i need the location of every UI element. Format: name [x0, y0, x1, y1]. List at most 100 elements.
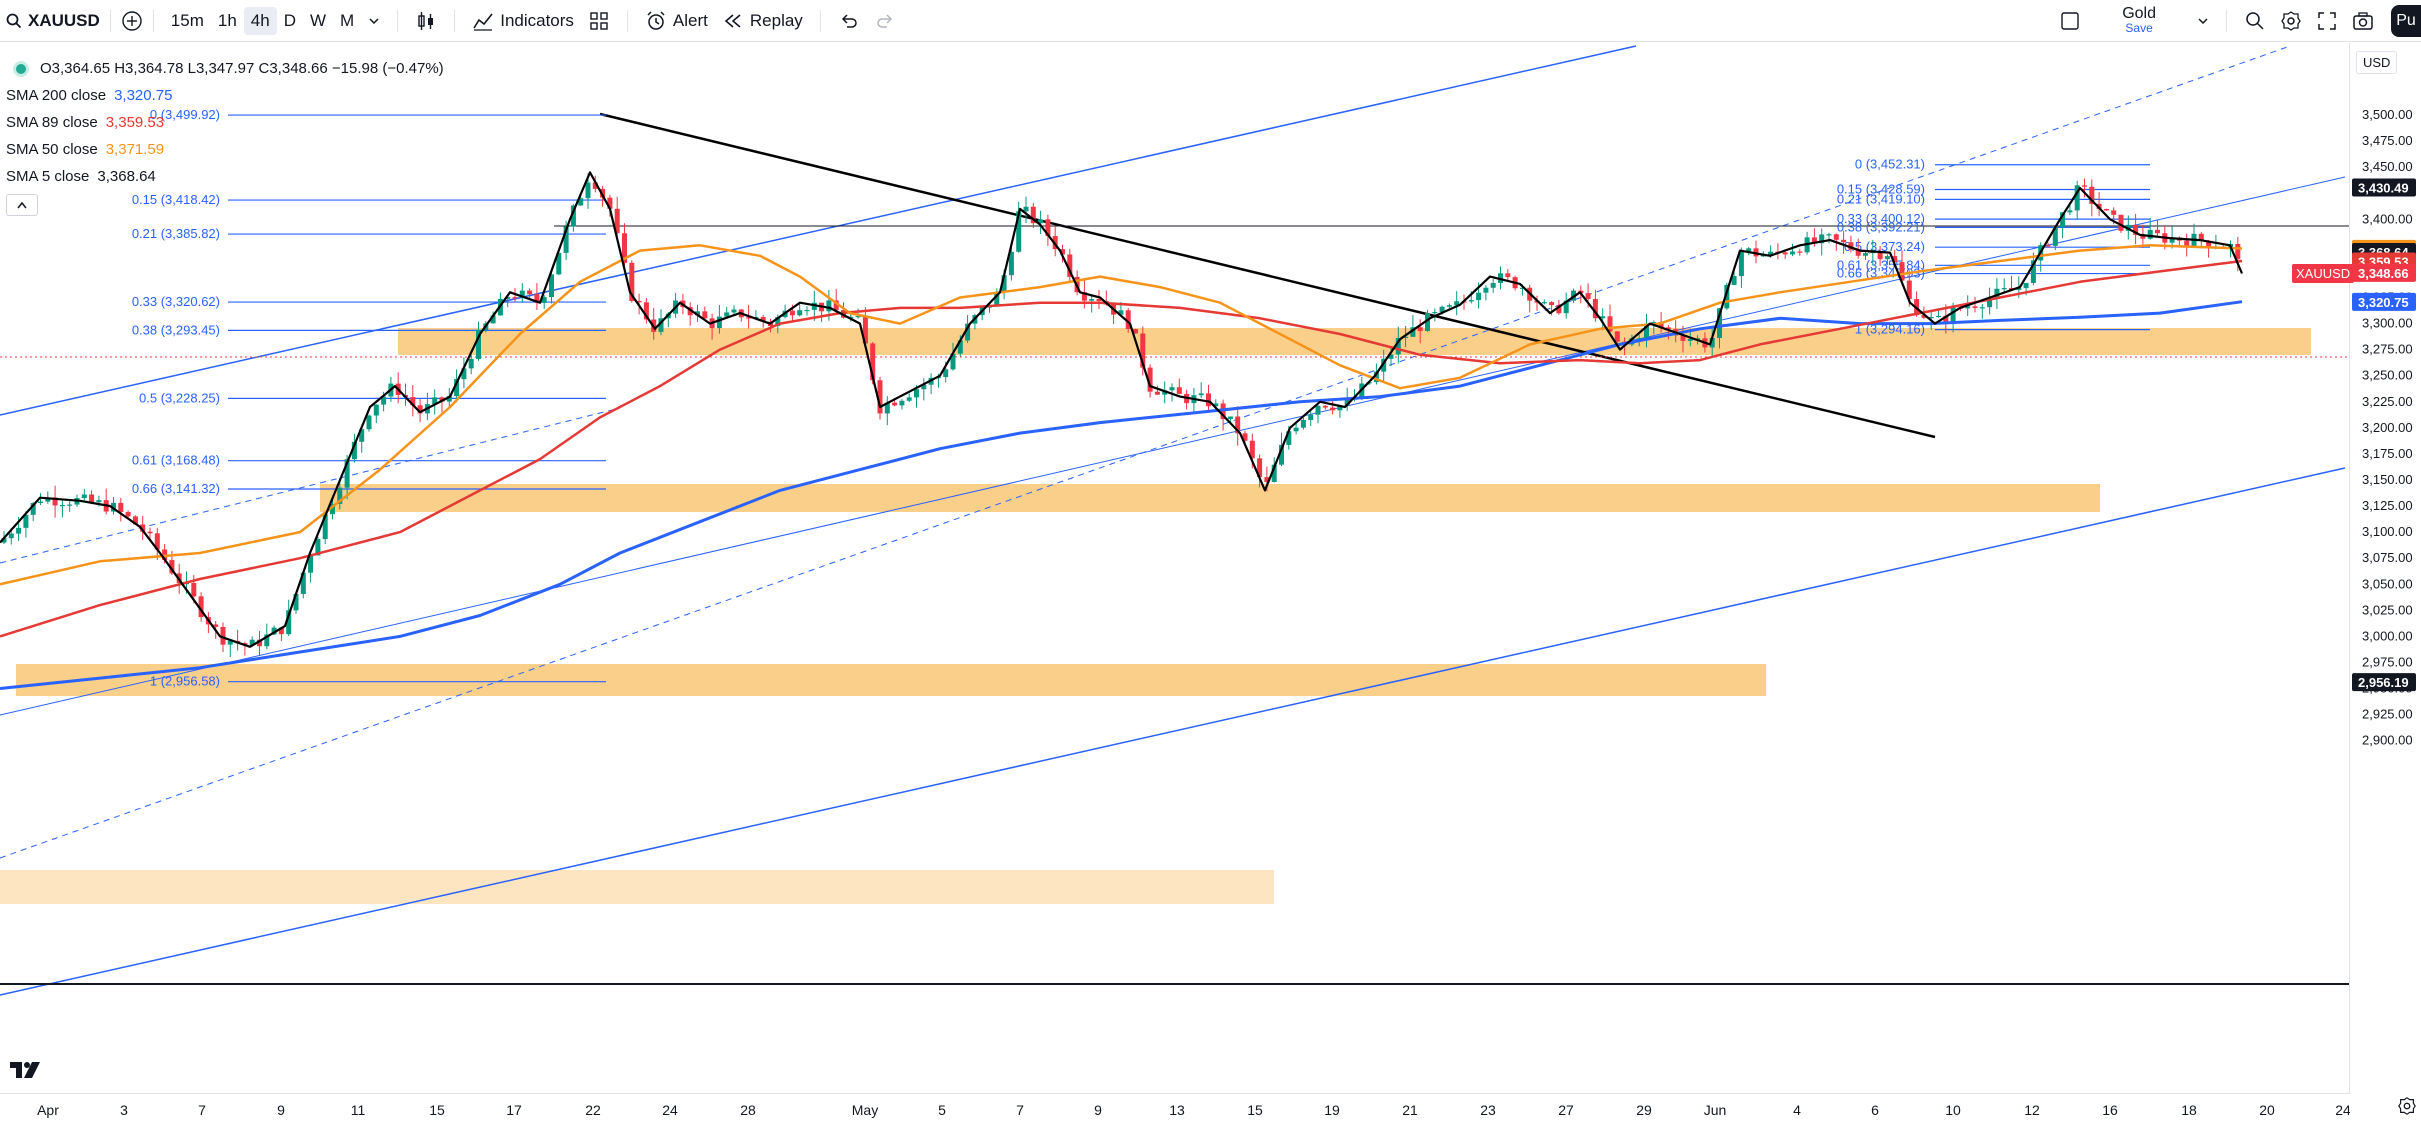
quick-search-icon[interactable]	[2237, 6, 2273, 36]
sma5-row[interactable]: SMA 5 close 3,368.64	[6, 163, 444, 190]
candle-body	[1286, 431, 1292, 445]
price-tick: 3,250.00	[2362, 368, 2413, 383]
divider	[626, 9, 628, 32]
currency-selector[interactable]: USD	[2356, 51, 2398, 74]
layout-name[interactable]: Gold Save	[2122, 5, 2156, 36]
candle-body	[147, 531, 153, 534]
fib-level-label: 0.21 (3,419.10)	[1837, 191, 1925, 206]
candle-body	[658, 318, 664, 332]
candle-body	[1863, 253, 1868, 256]
candle-body	[410, 397, 416, 406]
candle-body	[1826, 234, 1832, 236]
candle-body	[264, 634, 270, 647]
interval-d[interactable]: D	[283, 10, 296, 30]
time-tick: 4	[1793, 1102, 1801, 1118]
candle-body	[381, 396, 387, 405]
compare-add-icon[interactable]	[121, 10, 143, 32]
layouts-grid-icon[interactable]	[581, 6, 617, 36]
candle-body	[1680, 335, 1686, 341]
time-axis-labels: Apr 3 7 9 11 15 17 22 24 28 May 5 7 9 13 15 19 21 23 27 29 Ju…	[37, 1102, 2350, 1118]
fib-retracement-right[interactable]: 0 (3,452.31) 0.15 (3,428.59)0.21 (3,419.1…	[1837, 157, 2150, 337]
layout-save[interactable]: Save	[2125, 20, 2153, 35]
undo-icon[interactable]	[831, 6, 867, 36]
replay-button[interactable]: Replay	[715, 0, 810, 46]
zone-support-1[interactable]	[320, 484, 2100, 512]
candle-body	[476, 329, 481, 359]
candle-body	[1067, 254, 1073, 277]
sma5-value: 3,368.64	[97, 168, 156, 185]
candle-body	[1060, 249, 1065, 255]
time-axis[interactable]: Apr 3 7 9 11 15 17 22 24 28 May 5 7 9 13 15 19 21 23 27 29 Ju…	[0, 1093, 2350, 1124]
candle-body	[1169, 387, 1175, 391]
zone-resistance[interactable]	[398, 328, 2311, 355]
redo-icon[interactable]	[867, 6, 903, 36]
chevron-down-icon[interactable]	[2190, 11, 2216, 31]
zone-support-2[interactable]	[16, 664, 1766, 696]
channel-upper-line[interactable]	[0, 45, 1637, 416]
collapse-legend-button[interactable]	[6, 194, 38, 216]
fullscreen-box-icon[interactable]	[2052, 6, 2088, 36]
candle-body	[1008, 251, 1014, 276]
candle-body	[257, 639, 262, 647]
chevron-down-icon[interactable]	[361, 11, 387, 31]
channel-lower-line[interactable]	[0, 467, 2346, 996]
chevron-up-icon	[17, 201, 27, 209]
candle-body	[1279, 444, 1284, 465]
candle-body	[1768, 251, 1774, 255]
alert-label: Alert	[672, 10, 708, 30]
candle-body	[315, 539, 321, 556]
channel-mid-thin-line[interactable]	[0, 176, 2346, 716]
candle-body	[1877, 251, 1883, 260]
fullscreen-icon[interactable]	[2309, 6, 2345, 36]
price-tick: 3,050.00	[2362, 576, 2413, 591]
candle-body	[1045, 219, 1051, 237]
candle-body	[1600, 316, 1606, 319]
zone-support-3[interactable]	[0, 870, 1274, 904]
candle-body	[446, 396, 452, 402]
candle-body	[2184, 240, 2190, 247]
interval-1h[interactable]: 1h	[217, 10, 237, 30]
settings-gear-icon[interactable]	[2273, 6, 2309, 36]
alert-button[interactable]: Alert	[638, 0, 715, 46]
time-tick: 19	[1324, 1102, 1340, 1118]
candle-body	[1848, 242, 1854, 250]
candle-body	[1344, 399, 1350, 406]
candle-body	[965, 323, 971, 341]
symbol-search[interactable]: XAUUSD	[6, 0, 100, 42]
interval-w[interactable]: W	[310, 10, 327, 30]
candle-body	[1906, 280, 1912, 300]
time-tick: Jun	[1704, 1102, 1727, 1118]
sma50-value: 3,371.59	[105, 141, 165, 158]
sma200-row[interactable]: SMA 200 close 3,320.75	[6, 82, 444, 109]
candle-body	[1330, 407, 1336, 411]
price-tick: 3,400.00	[2362, 211, 2413, 226]
candle-body	[1592, 298, 1598, 319]
price-chart[interactable]: 0 (3,499.92) 0.15 (3,418.42) 0.21 (3,385.8…	[0, 43, 2421, 1124]
price-tick: 3,000.00	[2362, 628, 2413, 643]
sma50-row[interactable]: SMA 50 close 3,371.59	[6, 136, 444, 163]
time-settings-gear-icon[interactable]	[2397, 1096, 2417, 1121]
interval-4h[interactable]: 4h	[243, 6, 277, 35]
interval-15m[interactable]: 15m	[170, 10, 204, 30]
channel-dashed-line[interactable]	[0, 45, 2291, 859]
channel-dashed-line-2[interactable]	[0, 407, 621, 564]
descending-trendline[interactable]	[599, 112, 1936, 439]
publish-button[interactable]: Pu	[2391, 4, 2421, 37]
interval-m[interactable]: M	[340, 10, 355, 30]
fib-retracement-left[interactable]: 0 (3,499.92) 0.15 (3,418.42) 0.21 (3,385.8…	[132, 107, 606, 689]
candle-body	[724, 312, 730, 317]
candle-body	[1147, 367, 1153, 392]
camera-icon[interactable]	[2345, 6, 2381, 36]
price-axis[interactable]: USD 3,500.003,475.003,450.003,400.003,37…	[2349, 43, 2421, 1124]
candles-chart-type-icon[interactable]	[408, 6, 444, 36]
candle-body	[1819, 234, 1825, 244]
top-toolbar: XAUUSD 15m 1h 4h D W M Indicators Alert	[0, 0, 2421, 42]
indicators-button[interactable]: Indicators	[465, 0, 581, 46]
sma89-row[interactable]: SMA 89 close 3,359.53	[6, 109, 444, 136]
indicators-icon	[472, 10, 494, 32]
candle-body	[2082, 185, 2087, 187]
time-tick: 27	[1558, 1102, 1574, 1118]
candle-body	[432, 397, 438, 405]
tradingview-logo-icon[interactable]	[10, 1058, 44, 1086]
candle-body	[249, 639, 255, 646]
